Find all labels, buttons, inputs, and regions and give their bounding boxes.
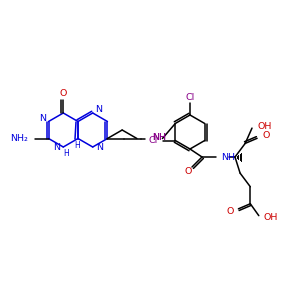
Text: OH: OH [257, 122, 272, 130]
Text: NH₂: NH₂ [10, 134, 28, 143]
Text: N: N [95, 106, 102, 115]
Text: NH: NH [221, 152, 235, 161]
Text: N: N [53, 142, 60, 152]
Text: OH: OH [264, 213, 278, 222]
Text: Cl: Cl [185, 92, 195, 101]
Text: N: N [96, 142, 103, 152]
Text: H: H [74, 141, 80, 150]
Text: N: N [40, 114, 46, 123]
Text: H: H [63, 149, 69, 158]
Text: NH: NH [152, 133, 167, 142]
Text: O: O [226, 207, 233, 216]
Text: O: O [262, 131, 269, 140]
Text: O: O [60, 89, 67, 98]
Text: O: O [184, 167, 192, 176]
Text: NH: NH [152, 133, 167, 142]
Text: Cl: Cl [148, 136, 157, 145]
